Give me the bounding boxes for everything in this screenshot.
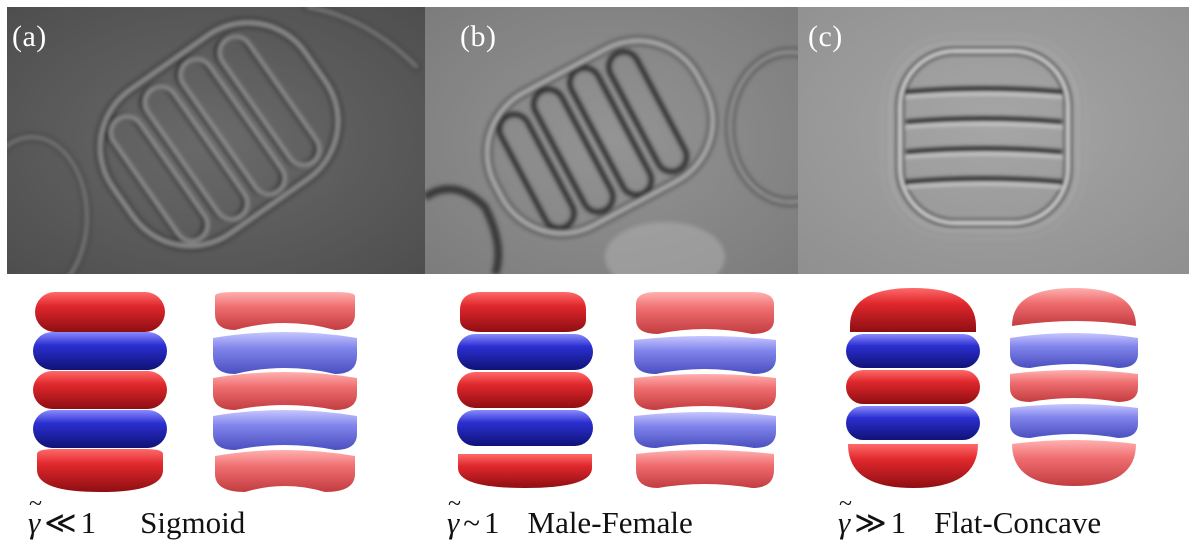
panel-label-a: (a) (12, 20, 47, 53)
stack-translucent-b (634, 292, 776, 488)
gamma-symbol-b: ~ γ (447, 491, 461, 540)
stack-translucent-c (1010, 288, 1138, 486)
relation-b: ~ (463, 505, 480, 540)
shape-name-a: Sigmoid (140, 505, 246, 540)
caption-c: ~ γ ≫ 1 Flat-Concave (838, 491, 1102, 541)
stack-solid-a (33, 292, 167, 492)
gamma-symbol-a: ~ γ (28, 491, 42, 540)
stack-solid-b (457, 292, 593, 488)
value-b: 1 (484, 505, 500, 540)
shape-name-b: Male-Female (527, 505, 693, 540)
caption-a: ~ γ ≪ 1 Sigmoid (28, 491, 246, 541)
disk-stacks-c (838, 282, 1158, 492)
stack-solid-c (846, 288, 980, 488)
value-a: 1 (80, 505, 97, 540)
value-c: 1 (890, 505, 907, 540)
disk-stacks-a (25, 282, 365, 492)
micrograph-c (798, 7, 1189, 274)
relation-a: ≪ (44, 505, 77, 540)
stack-translucent-a (213, 292, 357, 492)
shape-name-c: Flat-Concave (934, 505, 1102, 540)
gamma-symbol-c: ~ γ (838, 491, 852, 540)
caption-b: ~ γ ~1 Male-Female (447, 491, 693, 541)
micrograph-b (425, 7, 798, 274)
disk-stacks-b (452, 282, 792, 492)
relation-c: ≫ (854, 505, 887, 540)
panel-label-b: (b) (460, 20, 497, 53)
micrograph-a (7, 7, 425, 274)
panel-label-c: (c) (808, 20, 843, 53)
